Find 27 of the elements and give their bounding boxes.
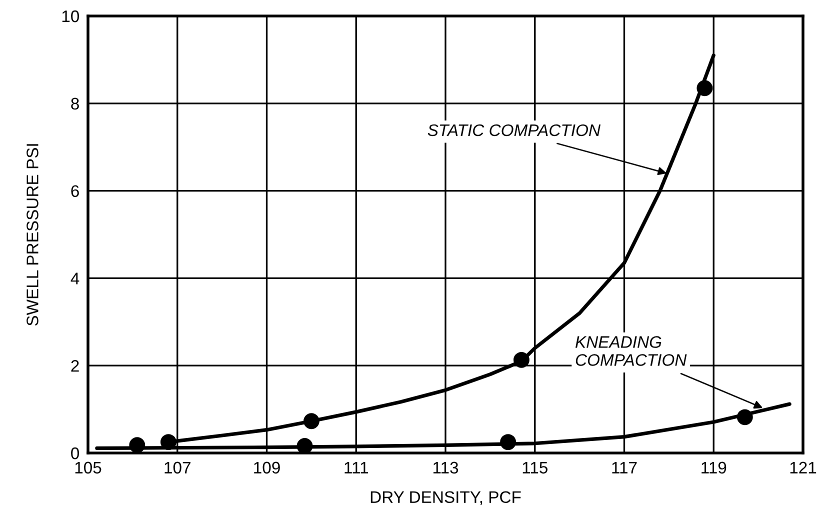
y-tick-label: 0 (71, 447, 80, 460)
x-axis-title: DRY DENSITY, PCF (370, 491, 521, 505)
x-tick-label: 109 (254, 462, 280, 474)
point (303, 413, 320, 430)
point (696, 80, 713, 96)
x-tick-label: 121 (790, 462, 816, 474)
x-tick-label: 111 (344, 462, 368, 474)
y-tick-label: 10 (62, 10, 80, 22)
x-tick-label: 117 (612, 462, 637, 474)
x-tick-label: 119 (702, 462, 726, 474)
y-tick-label: 4 (70, 272, 80, 284)
y-axis-title: SWELL PRESSURE PSI (26, 144, 38, 326)
x-tick-label: 113 (433, 462, 458, 474)
x-tick-label: 107 (164, 462, 190, 474)
annotation: KNEADING COMPACTION (575, 336, 687, 366)
y-tick-label: 8 (71, 98, 79, 110)
point (296, 438, 313, 453)
point (160, 434, 176, 450)
x-tick-label: 115 (522, 462, 548, 474)
y-tick-label: 6 (71, 185, 79, 198)
x-tick-label: 105 (75, 462, 102, 474)
point (736, 409, 753, 426)
y-tick-label: 2 (71, 360, 79, 372)
annotation: STATIC COMPACTION (428, 124, 601, 136)
point (513, 352, 530, 368)
point (500, 434, 516, 450)
point (129, 437, 146, 453)
